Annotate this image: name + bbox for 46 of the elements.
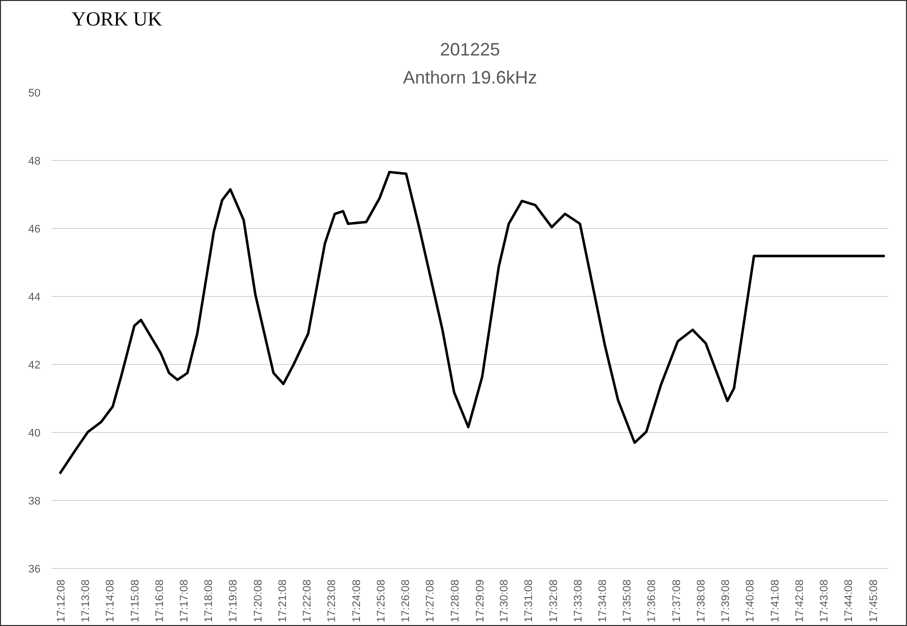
x-tick-label: 17:17:08 [178,579,191,622]
x-tick-label: 17:22:08 [302,579,314,622]
y-tick-label: 50 [28,88,41,100]
x-tick-label: 17:16:08 [154,579,166,622]
x-tick-label: 17:29:09 [474,579,486,622]
y-tick-label: 40 [28,428,41,440]
line-series [58,170,886,475]
y-tick-label: 44 [28,292,41,304]
x-tick-label: 17:45:08 [868,579,880,622]
y-tick-label: 36 [28,564,41,576]
x-tick-label: 17:23:08 [326,579,338,622]
x-tick-label: 17:30:08 [498,579,511,622]
x-tick-label: 17:21:08 [276,579,289,622]
x-tick-label: 17:31:08 [523,579,536,622]
x-tick-label: 17:32:08 [548,579,560,622]
y-tick-label: 46 [28,224,41,236]
x-tick-label: 17:33:08 [572,579,584,622]
x-tick-label: 17:36:08 [646,579,658,622]
x-tick-label: 17:12:08 [55,579,68,622]
x-tick-label: 17:43:08 [818,579,831,622]
x-tick-label: 17:25:08 [375,579,388,622]
text: YORK UK [72,8,163,30]
x-tick-label: 17:14:08 [104,579,117,622]
chart-subtitle: Anthorn 19.6kHz [402,68,538,88]
x-tick-label: 17:20:08 [252,579,264,622]
x-tick-label: 17:42:08 [794,579,806,622]
y-tick-label: 38 [28,496,41,508]
x-tick-label: 17:26:08 [400,579,412,622]
x-tick-label: 17:13:08 [80,579,92,622]
x-tick-label: 17:34:08 [596,579,609,622]
x-tick-label: 17:40:08 [744,579,757,622]
x-tick-label: 17:37:08 [670,579,683,622]
x-tick-label: 17:19:08 [228,579,240,622]
y-tick-label: 48 [28,156,41,168]
x-tick-label: 17:35:08 [622,579,634,622]
x-tick-label: 17:38:08 [695,579,708,622]
x-tick-label: 17:15:08 [129,579,142,622]
x-tick-label: 17:18:08 [203,579,216,622]
y-tick-label: 42 [28,360,41,372]
chart-title: 201225 [440,40,500,60]
x-tick-label: 17:39:08 [720,579,732,622]
x-tick-label: 17:44:08 [843,579,856,622]
x-tick-label: 17:28:08 [449,579,462,622]
x-tick-label: 17:27:08 [424,579,437,622]
x-tick-label: 17:24:08 [350,579,363,622]
x-tick-label: 17:41:08 [769,579,782,622]
